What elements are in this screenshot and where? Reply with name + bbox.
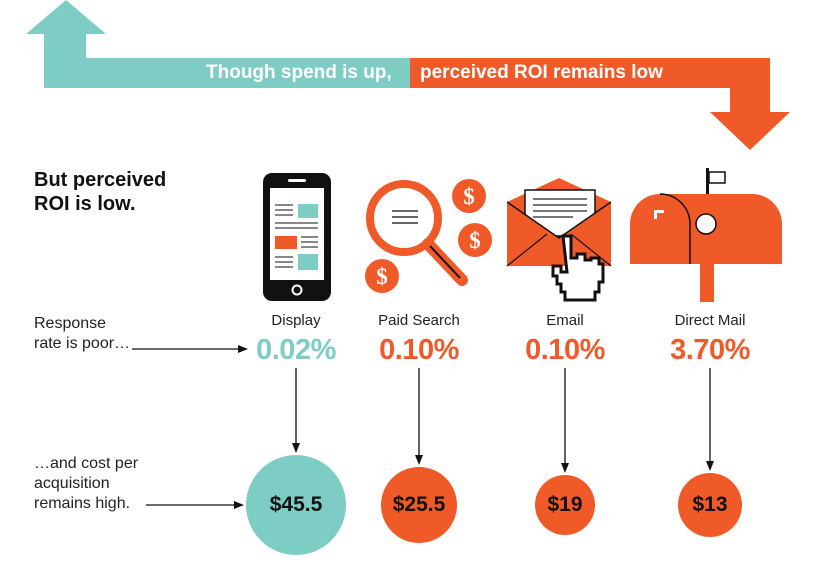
rate-to-cost-arrowhead [561,463,569,473]
channel-name: Direct Mail [674,312,746,329]
cost-label-line-2: acquisition [34,475,110,492]
banner-left-text: Though spend is up, [206,62,392,83]
response-label-line-2: rate is poor… [34,335,131,352]
banner-right-text: perceived ROI remains low [420,62,663,83]
magnifier-dollar-icon: $ $ $ [365,179,492,293]
response-rate-value: 0.10% [525,334,605,366]
cost-circle: $13 [678,473,742,537]
channel-name: Email [546,312,584,329]
svg-text:$: $ [469,228,481,253]
mailbox-icon [630,168,782,302]
cost-pointer-arrowhead [234,501,244,509]
heading-line-1: But perceived [34,169,167,191]
svg-text:$: $ [463,184,475,209]
response-label-line-1: Response [34,315,107,332]
channel-name: Display [271,312,321,329]
cost-circle: $45.5 [246,455,346,555]
cost-value: $45.5 [269,493,323,516]
response-rate-value: 0.02% [256,334,336,366]
heading-line-2: ROI is low. [34,193,136,215]
cost-value: $13 [692,493,728,516]
cost-per-acquisition-label: …and cost per acquisition remains high. [34,454,204,514]
rate-to-cost-arrowhead [415,455,423,465]
response-rate-label: Response rate is poor… [34,314,204,354]
channel-name: Paid Search [378,312,460,329]
response-pointer-arrowhead [238,345,248,353]
orange-down-arrow [410,58,790,150]
teal-up-arrow [26,0,410,88]
rate-to-cost-arrowhead [706,461,714,471]
section-heading: But perceived ROI is low. [34,168,204,216]
cost-circle: $19 [535,475,595,535]
cost-label-line-3: remains high. [34,495,131,512]
cost-value: $25.5 [392,493,446,516]
response-rate-value: 0.10% [379,334,459,366]
cost-circle: $25.5 [381,467,457,543]
response-rate-value: 3.70% [670,334,750,366]
cost-label-line-1: …and cost per [34,455,139,472]
cost-value: $19 [547,493,583,516]
svg-text:$: $ [376,264,388,289]
envelope-cursor-icon [506,178,612,302]
rate-to-cost-arrowhead [292,443,300,453]
smartphone-icon [263,173,331,301]
banner-arrows [26,0,790,150]
